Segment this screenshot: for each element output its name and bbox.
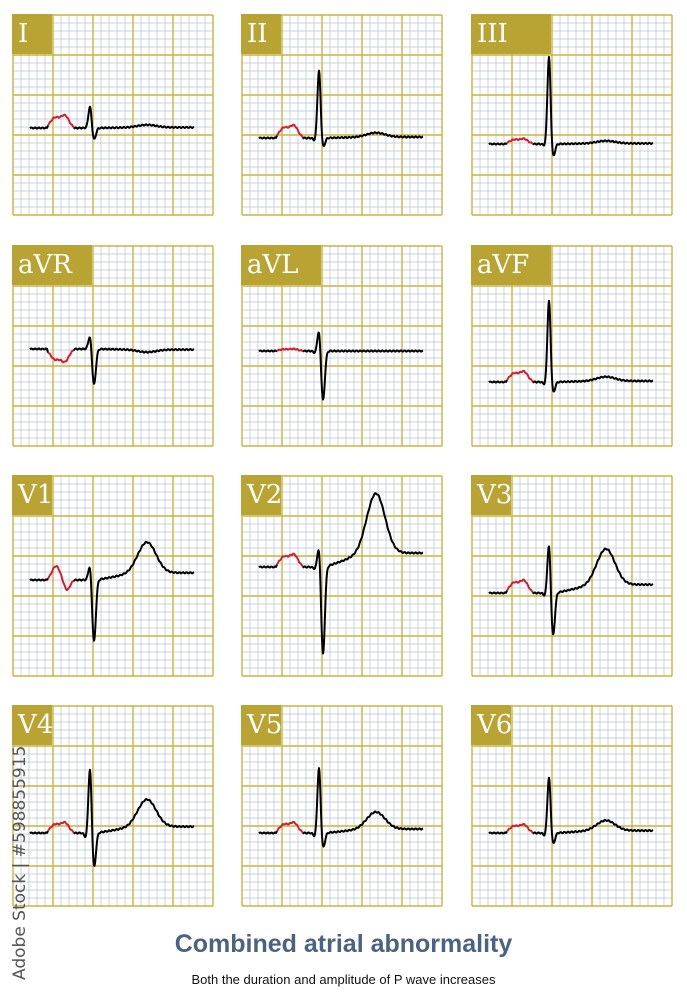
lead-label: V1: [12, 475, 53, 515]
lead-panel-v5: V5: [241, 705, 443, 907]
lead-panel-ii: II: [241, 14, 443, 216]
ecg-trace: [488, 830, 508, 835]
ecg-trace: [532, 776, 654, 844]
lead-label: III: [471, 14, 551, 54]
ecg-trace: [532, 55, 654, 157]
lead-label: aVL: [241, 245, 321, 285]
diagram-subtitle: Both the duration and amplitude of P wav…: [191, 972, 496, 987]
lead-label: V6: [471, 705, 512, 745]
lead-panel-v2: V2: [241, 475, 443, 677]
ecg-trace: [73, 540, 195, 642]
lead-label: V3: [471, 475, 512, 515]
ecg-trace: [302, 767, 424, 848]
ecg-trace: [258, 564, 278, 569]
ecg-trace: [29, 578, 49, 582]
lead-label: II: [241, 14, 281, 54]
watermark: Adobe Stock | #598855915: [10, 745, 30, 980]
p-wave-trace: [47, 564, 75, 592]
lead-panel-avl: aVL: [241, 245, 443, 447]
lead-panel-v4: V4: [12, 705, 214, 907]
ecg-trace: [73, 768, 195, 867]
lead-label: aVR: [12, 245, 92, 285]
lead-label: V2: [241, 475, 282, 515]
ecg-trace: [29, 347, 49, 353]
p-wave-trace: [276, 347, 304, 353]
ecg-trace: [488, 590, 508, 595]
ecg-trace: [488, 379, 508, 384]
ecg-trace: [532, 299, 654, 393]
lead-panel-v1: V1: [12, 475, 214, 677]
lead-panel-i: I: [12, 14, 214, 216]
lead-panel-iii: III: [471, 14, 673, 216]
p-wave-trace: [276, 123, 304, 139]
ecg-trace: [258, 135, 278, 140]
ecg-trace: [302, 331, 424, 401]
p-wave-trace: [506, 822, 534, 834]
diagram-title: Combined atrial abnormality: [174, 930, 513, 958]
ecg-trace: [29, 830, 49, 835]
ecg-trace: [302, 492, 424, 655]
p-wave-trace: [506, 578, 534, 594]
lead-panel-avf: aVF: [471, 245, 673, 447]
lead-panel-v3: V3: [471, 475, 673, 677]
lead-label: V5: [241, 705, 282, 745]
lead-label: I: [12, 14, 52, 54]
p-wave-trace: [506, 369, 534, 383]
p-wave-trace: [47, 113, 75, 129]
p-wave-trace: [276, 820, 304, 834]
ecg-trace: [73, 336, 195, 385]
ecg-trace: [29, 125, 49, 130]
ecg-trace: [302, 69, 424, 147]
ecg-trace: [488, 142, 508, 146]
p-wave-trace: [506, 137, 534, 145]
ecg-trace: [258, 830, 278, 835]
p-wave-trace: [47, 820, 75, 834]
lead-label: aVF: [471, 245, 551, 285]
ecg-trace: [73, 105, 195, 140]
lead-panel-avr: aVR: [12, 245, 214, 447]
ecg-trace: [258, 349, 278, 353]
ecg-trace: [532, 545, 654, 636]
lead-label: V4: [12, 705, 53, 745]
p-wave-trace: [47, 349, 75, 364]
p-wave-trace: [276, 552, 304, 568]
lead-panel-v6: V6: [471, 705, 673, 907]
